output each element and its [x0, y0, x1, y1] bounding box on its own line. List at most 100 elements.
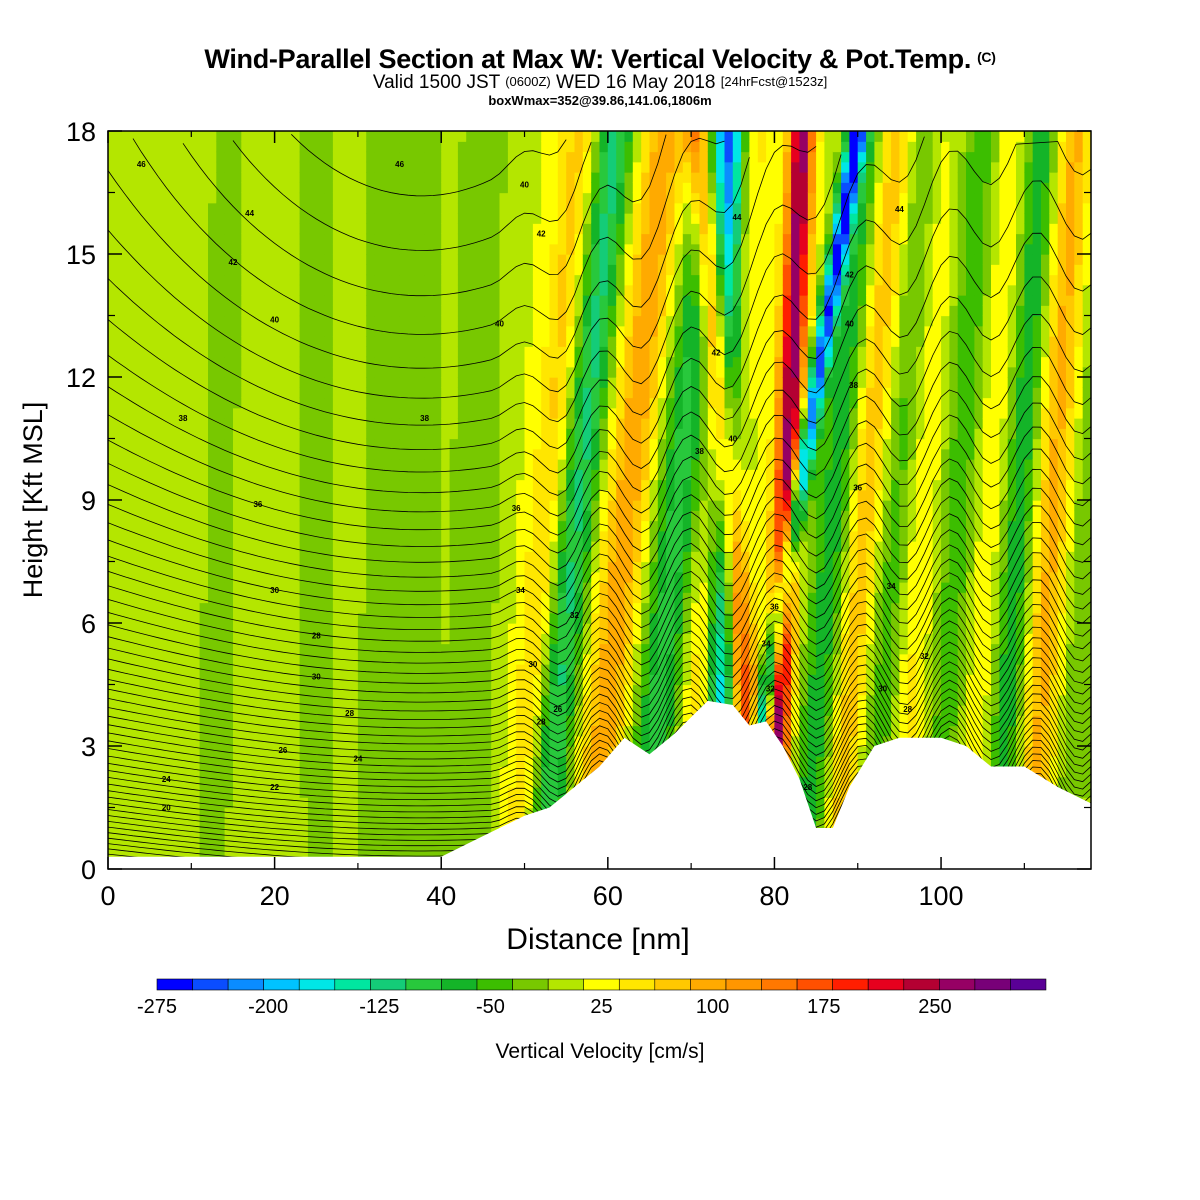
velocity-cell — [191, 674, 201, 686]
velocity-cell — [216, 500, 226, 511]
velocity-cell — [349, 489, 359, 501]
velocity-cell — [124, 776, 134, 788]
velocity-cell — [524, 151, 534, 163]
velocity-cell — [241, 202, 251, 214]
velocity-cell — [266, 325, 276, 337]
velocity-cell — [507, 407, 517, 419]
velocity-cell — [407, 192, 417, 204]
velocity-cell — [616, 192, 626, 204]
velocity-cell — [466, 520, 476, 532]
velocity-cell — [641, 397, 651, 409]
velocity-cell — [599, 182, 609, 194]
velocity-cell — [366, 315, 376, 327]
velocity-cell — [349, 377, 359, 388]
velocity-cell — [116, 254, 126, 265]
velocity-cell — [541, 582, 551, 593]
velocity-cell — [116, 612, 126, 624]
velocity-cell — [507, 715, 517, 727]
velocity-cell — [566, 438, 576, 450]
velocity-cell — [233, 284, 242, 296]
velocity-cell — [491, 448, 501, 460]
velocity-cell — [582, 582, 592, 593]
velocity-cell — [191, 541, 201, 552]
velocity-cell — [108, 254, 117, 265]
velocity-cell — [241, 510, 251, 522]
velocity-cell — [591, 397, 601, 409]
velocity-cell — [524, 612, 534, 624]
velocity-cell — [624, 500, 634, 511]
velocity-cell — [399, 223, 409, 235]
velocity-cell — [191, 284, 201, 296]
velocity-cell — [307, 141, 317, 153]
velocity-cell — [141, 705, 151, 716]
velocity-cell — [116, 131, 126, 142]
velocity-cell — [499, 807, 509, 819]
velocity-cell — [524, 469, 534, 481]
velocity-cell — [424, 336, 434, 347]
velocity-cell — [349, 418, 359, 429]
velocity-cell — [449, 715, 459, 727]
velocity-cell — [349, 397, 359, 409]
velocity-cell — [183, 766, 192, 778]
velocity-cell — [116, 674, 126, 686]
velocity-cell — [616, 274, 626, 286]
velocity-cell — [399, 387, 409, 399]
velocity-cell — [266, 776, 276, 788]
velocity-cell — [649, 305, 659, 317]
velocity-cell — [391, 346, 401, 358]
velocity-cell — [499, 295, 509, 306]
velocity-cell — [149, 295, 159, 306]
velocity-cell — [366, 459, 376, 470]
velocity-cell — [516, 284, 526, 296]
velocity-cell — [457, 407, 467, 419]
velocity-cell — [183, 254, 192, 265]
velocity-cell — [141, 254, 151, 265]
velocity-cell — [624, 602, 634, 614]
velocity-cell — [591, 633, 601, 645]
velocity-cell — [482, 787, 492, 798]
velocity-cell — [108, 694, 117, 706]
velocity-cell — [166, 438, 176, 450]
velocity-cell — [216, 838, 226, 850]
velocity-cell — [357, 325, 367, 337]
velocity-cell — [524, 561, 534, 573]
velocity-cell — [291, 325, 301, 337]
velocity-cell — [133, 346, 142, 358]
velocity-cell — [557, 766, 567, 778]
velocity-cell — [291, 776, 301, 788]
velocity-cell — [341, 797, 351, 809]
velocity-cell — [449, 141, 459, 153]
velocity-cell — [282, 315, 292, 327]
velocity-cell — [391, 459, 401, 470]
velocity-cell — [474, 366, 484, 378]
velocity-cell — [199, 295, 209, 306]
velocity-cell — [641, 182, 651, 194]
velocity-cell — [216, 797, 226, 809]
velocity-cell — [149, 746, 159, 757]
velocity-cell — [541, 612, 551, 624]
velocity-cell — [257, 387, 267, 399]
velocity-cell — [591, 684, 601, 696]
velocity-cell — [257, 787, 267, 798]
velocity-cell — [133, 161, 142, 173]
velocity-cell — [624, 172, 634, 183]
velocity-cell — [316, 284, 326, 296]
velocity-cell — [174, 151, 184, 163]
velocity-cell — [624, 233, 634, 245]
velocity-cell — [616, 377, 626, 388]
velocity-cell — [591, 264, 601, 276]
velocity-cell — [482, 561, 492, 573]
velocity-cell — [466, 172, 476, 183]
velocity-cell — [183, 264, 192, 276]
velocity-cell — [649, 131, 659, 142]
velocity-cell — [524, 407, 534, 419]
velocity-cell — [416, 151, 426, 163]
velocity-cell — [141, 561, 151, 573]
velocity-cell — [324, 520, 334, 532]
velocity-cell — [374, 192, 384, 204]
velocity-cell — [224, 172, 234, 183]
velocity-cell — [391, 295, 401, 306]
velocity-cell — [457, 541, 467, 552]
velocity-cell — [257, 797, 267, 809]
velocity-cell — [616, 428, 626, 440]
